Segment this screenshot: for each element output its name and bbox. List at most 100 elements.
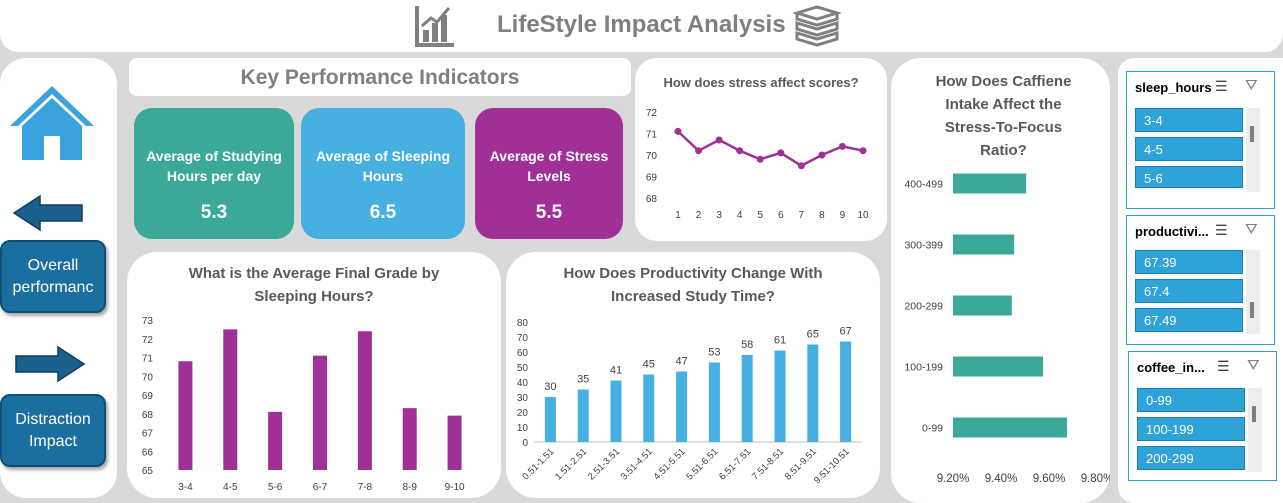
- grade-bar: [447, 415, 462, 470]
- kpi-value: 6.5: [369, 202, 397, 223]
- caffeine-chart-title: How Does Caffiene Intake Affect the Stre…: [935, 73, 1072, 159]
- x-tick-label: 3-4: [178, 482, 193, 493]
- multi-select-icon[interactable]: ☰: [1215, 78, 1228, 94]
- productivity-bar: [544, 397, 556, 442]
- x-tick-label: 10: [857, 210, 869, 221]
- y-tick-label: 68: [142, 410, 154, 421]
- slicer-item[interactable]: 5-6: [1135, 166, 1243, 188]
- scrollbar[interactable]: [1246, 250, 1260, 334]
- stress-series-line: [677, 130, 864, 168]
- y-tick-label: 65: [142, 466, 154, 477]
- y-tick-label: 70: [142, 372, 154, 383]
- x-tick-label: 4: [737, 210, 743, 221]
- slicer-item[interactable]: 4-5: [1135, 137, 1243, 161]
- x-tick-label: 6.51-7.51: [717, 446, 753, 482]
- slicer-header: sleep_hours: [1135, 80, 1212, 95]
- slicer-sleep-hours: sleep_hours ☰ ⛛ 3-4 4-5 5-6: [1126, 71, 1275, 209]
- y-tick-label: 71: [142, 354, 154, 365]
- grade-bar: [313, 355, 327, 470]
- caffeine-bar-chart: 400-499 300-399 200-299 100-199 0-99 9.20% 9.4…: [891, 58, 1110, 503]
- x-tick-label: 4-5: [223, 482, 238, 493]
- y-tick-label: 71: [646, 130, 658, 141]
- grade-bar: [357, 331, 372, 470]
- caffeine-bar: [953, 173, 1027, 194]
- overall-performance-button[interactable]: Overall performanc: [0, 240, 106, 313]
- y-tick-label: 67: [142, 429, 154, 440]
- nav-panel: Overall performanc Distraction Impact: [0, 58, 117, 498]
- slicer-item[interactable]: 67.39: [1135, 250, 1243, 274]
- slicer-item[interactable]: 67.49: [1135, 308, 1243, 332]
- line-point: [818, 151, 826, 159]
- slicer-item[interactable]: 100-199: [1137, 417, 1245, 441]
- slicer-header: productivi...: [1135, 224, 1209, 239]
- kpi-value: 5.5: [535, 202, 563, 223]
- scrollbar[interactable]: [1248, 388, 1262, 472]
- clear-filter-icon[interactable]: ⛛: [1245, 221, 1258, 238]
- slicer-coffee-intake: coffee_in... ☰ ⛛ 0-99 100-199 200-299: [1128, 351, 1277, 481]
- grade-bar: [268, 411, 283, 470]
- slicer-productivity: productivi... ☰ ⛛ 67.39 67.4 67.49: [1126, 215, 1275, 345]
- x-tick-label: 9-10: [445, 482, 465, 493]
- y-tick-label: 68: [646, 194, 658, 205]
- y-tick-label: 40: [517, 378, 529, 389]
- back-arrow-icon[interactable]: [12, 194, 84, 232]
- x-tick-label: 5-6: [268, 482, 283, 493]
- x-tick-label: 2.51-3.51: [586, 446, 622, 482]
- y-tick-label: 20: [517, 408, 529, 419]
- productivity-bar: [774, 350, 786, 442]
- x-tick-label: 9: [840, 210, 846, 221]
- title-bar: LifeStyle Impact Analysis: [0, 0, 1283, 52]
- y-tick-label: 0-99: [922, 423, 943, 435]
- y-tick-label: 69: [142, 391, 154, 402]
- y-tick-label: 69: [646, 173, 658, 184]
- data-label: 58: [741, 339, 753, 351]
- forward-arrow-icon[interactable]: [14, 345, 86, 383]
- kpi-label: Average of Sleeping Hours: [315, 148, 451, 184]
- x-tick-label: 7-8: [358, 482, 373, 493]
- data-label: 67: [839, 326, 851, 338]
- slicer-item[interactable]: 67.4: [1135, 279, 1243, 303]
- y-tick-label: 100-199: [904, 362, 943, 374]
- stress-line-chart: 68 69 70 71 72 1 2 3 4 5 6 7 8 9 10: [635, 58, 887, 241]
- x-tick-label: 5: [757, 210, 763, 221]
- caffeine-bar: [953, 356, 1043, 377]
- clear-filter-icon[interactable]: ⛛: [1247, 357, 1260, 374]
- x-tick-label: 9.20%: [937, 473, 970, 485]
- caffeine-bar: [953, 295, 1012, 316]
- stress-chart-title: How does stress affect scores?: [663, 75, 859, 90]
- x-tick-label: 9.80%: [1081, 473, 1110, 485]
- productivity-bar: [577, 389, 589, 442]
- caffeine-bar: [953, 234, 1015, 255]
- y-tick-label: 30: [517, 393, 529, 404]
- x-tick-label: 3: [716, 210, 722, 221]
- line-point: [797, 162, 805, 170]
- stress-chart-panel: How does stress affect scores? 68 69 70 71 7…: [635, 58, 887, 241]
- productivity-bar: [807, 344, 819, 442]
- y-tick-label: 70: [646, 151, 658, 162]
- kpi-label: Average of Stress Levels: [489, 148, 609, 184]
- multi-select-icon[interactable]: ☰: [1215, 222, 1228, 238]
- kpi-card-sleeping: Average of Sleeping Hours 6.5: [301, 108, 465, 239]
- line-point: [777, 149, 785, 157]
- kpi-label: Average of Studying Hours per day: [146, 148, 282, 184]
- kpi-value: 5.3: [200, 202, 228, 223]
- kpi-card-stress: Average of Stress Levels 5.5: [475, 108, 623, 239]
- line-point: [736, 147, 744, 155]
- chart-svg: 0 10 20 30 40 50 60 70 80 30 0.51-1.51 35 1.51-2.51 4…: [517, 318, 862, 486]
- scrollbar[interactable]: [1246, 108, 1260, 192]
- multi-select-icon[interactable]: ☰: [1217, 358, 1230, 374]
- data-label: 61: [774, 335, 786, 347]
- line-point: [859, 147, 867, 155]
- distraction-impact-button[interactable]: Distraction Impact: [0, 394, 106, 467]
- grade-bar: [402, 408, 417, 470]
- y-tick-label: 73: [142, 316, 154, 327]
- y-tick-label: 70: [517, 333, 529, 344]
- slicer-item[interactable]: 0-99: [1137, 388, 1245, 412]
- slicer-item[interactable]: 3-4: [1135, 108, 1243, 132]
- clear-filter-icon[interactable]: ⛛: [1245, 77, 1258, 94]
- home-icon[interactable]: [6, 82, 98, 162]
- x-tick-label: 8-9: [402, 482, 417, 493]
- x-tick-label: 7.51-8.51: [750, 446, 786, 482]
- books-icon: [793, 5, 841, 47]
- slicer-item[interactable]: 200-299: [1137, 446, 1245, 470]
